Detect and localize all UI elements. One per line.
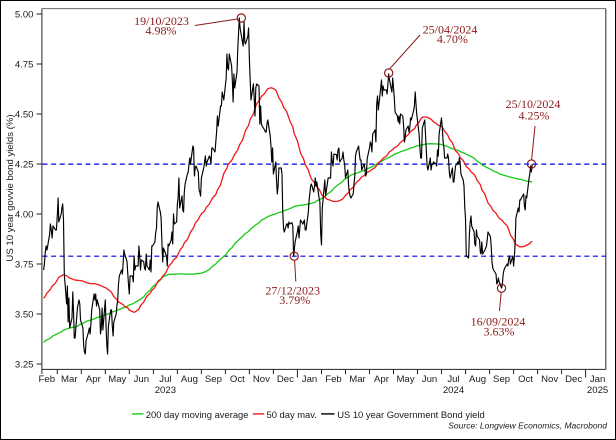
svg-text:Sep: Sep bbox=[205, 374, 222, 385]
svg-text:25/10/2024: 25/10/2024 bbox=[506, 97, 561, 111]
svg-text:19/10/2023: 19/10/2023 bbox=[134, 14, 189, 28]
svg-text:3.63%: 3.63% bbox=[484, 324, 515, 338]
svg-text:4.75: 4.75 bbox=[15, 59, 34, 70]
svg-text:16/09/2024: 16/09/2024 bbox=[471, 315, 526, 329]
svg-text:Source: Longview Economics, Ma: Source: Longview Economics, Macrobond bbox=[448, 421, 607, 431]
svg-text:4.70%: 4.70% bbox=[437, 32, 468, 46]
svg-text:Oct: Oct bbox=[230, 374, 245, 385]
svg-text:3.79%: 3.79% bbox=[279, 293, 310, 307]
svg-text:5.00: 5.00 bbox=[15, 9, 34, 20]
svg-text:4.50: 4.50 bbox=[15, 109, 34, 120]
svg-text:Aug: Aug bbox=[469, 374, 486, 385]
svg-text:Apr: Apr bbox=[86, 374, 102, 385]
svg-text:US 10 year govvie bond yields: US 10 year govvie bond yields (%) bbox=[5, 114, 16, 261]
svg-text:2025: 2025 bbox=[587, 385, 608, 396]
svg-text:Jun: Jun bbox=[422, 374, 437, 385]
svg-text:Jan: Jan bbox=[590, 374, 605, 385]
svg-text:2023: 2023 bbox=[155, 385, 176, 396]
svg-text:4.25%: 4.25% bbox=[519, 108, 550, 122]
svg-text:Oct: Oct bbox=[518, 374, 533, 385]
svg-text:2024: 2024 bbox=[443, 385, 465, 396]
svg-text:4.00: 4.00 bbox=[15, 209, 34, 220]
svg-text:Jun: Jun bbox=[134, 374, 149, 385]
svg-text:Feb: Feb bbox=[39, 374, 56, 385]
svg-text:Mar: Mar bbox=[349, 374, 366, 385]
svg-text:200 day moving average: 200 day moving average bbox=[146, 409, 249, 420]
svg-text:Dec: Dec bbox=[277, 374, 294, 385]
svg-text:Mar: Mar bbox=[61, 374, 78, 385]
svg-text:Apr: Apr bbox=[374, 374, 390, 385]
svg-text:3.75: 3.75 bbox=[15, 259, 34, 270]
svg-text:Dec: Dec bbox=[565, 374, 582, 385]
svg-text:Nov: Nov bbox=[253, 374, 270, 385]
svg-text:50 day mav.: 50 day mav. bbox=[267, 409, 317, 420]
svg-text:25/04/2024: 25/04/2024 bbox=[423, 23, 478, 37]
svg-text:3.50: 3.50 bbox=[15, 309, 34, 320]
svg-text:May: May bbox=[396, 374, 414, 385]
svg-text:4.98%: 4.98% bbox=[146, 24, 177, 38]
svg-text:US 10 year Government Bond yie: US 10 year Government Bond yield bbox=[337, 409, 484, 420]
svg-text:27/12/2023: 27/12/2023 bbox=[265, 283, 320, 297]
svg-text:Jan: Jan bbox=[302, 374, 317, 385]
svg-text:Feb: Feb bbox=[325, 374, 342, 385]
svg-text:4.25: 4.25 bbox=[15, 159, 34, 170]
svg-text:May: May bbox=[108, 374, 126, 385]
svg-text:3.25: 3.25 bbox=[15, 359, 34, 370]
svg-text:Jul: Jul bbox=[447, 374, 459, 385]
svg-text:Aug: Aug bbox=[181, 374, 198, 385]
svg-text:Nov: Nov bbox=[541, 374, 558, 385]
svg-text:Sep: Sep bbox=[493, 374, 510, 385]
svg-text:Jul: Jul bbox=[159, 374, 171, 385]
